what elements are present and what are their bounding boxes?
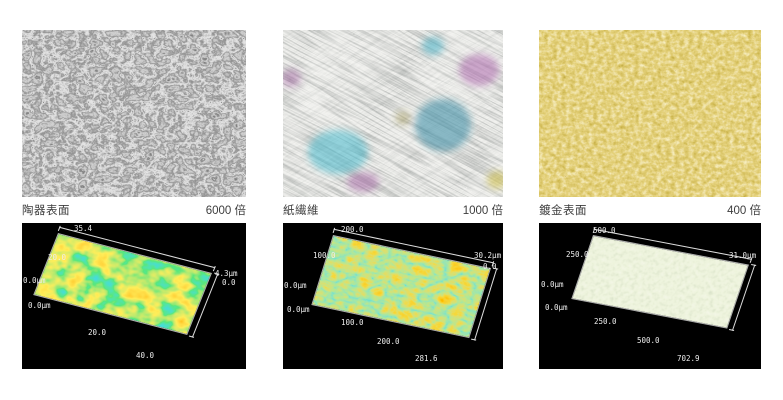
- plot-x-tick-2: 200.0: [377, 337, 400, 346]
- plot-x-zero-label: 0.0μm: [28, 301, 51, 310]
- plot-y-axis-label: 20.0: [48, 253, 67, 262]
- plot-x-tick-1: 20.0: [88, 328, 107, 337]
- plot-width-label: 35.4: [74, 224, 93, 233]
- surface-3d-ceramic-texture: [34, 234, 211, 334]
- surface-3d-paper-texture: [312, 236, 490, 337]
- gold-plating-micrograph-image: [539, 30, 761, 197]
- column-paper-fiber: 紙繊維 1000 倍: [283, 0, 503, 369]
- caption-label: 鍍金表面: [539, 205, 587, 217]
- caption-label: 紙繊維: [283, 205, 319, 217]
- surface-plot-panel-paper: 200.0 100.0 0.0μm 0.0μm 30.2μm 0.0 100.0…: [283, 223, 503, 369]
- paper-fiber-micrograph-image: [283, 30, 503, 197]
- surface-3d-gold-texture: [572, 236, 748, 328]
- plot-height-max-label: 4.3μm: [215, 269, 238, 278]
- plot-x-tick-3: 702.9: [677, 354, 700, 363]
- caption-ceramic: 陶器表面 6000 倍: [22, 197, 246, 223]
- magnification-value: 1000 倍: [462, 205, 503, 217]
- magnification-value: 400 倍: [727, 205, 761, 217]
- gold-plating-micrograph: [539, 30, 761, 197]
- plot-height-max-label: 31.0μm: [729, 251, 757, 260]
- surface-3d-ceramic: [33, 226, 219, 338]
- ceramic-micrograph-image: [22, 30, 246, 197]
- plot-x-tick-1: 250.0: [594, 317, 617, 326]
- column-gold-plating: 鍍金表面 400 倍: [539, 0, 761, 369]
- plot-width-label: 500.0: [593, 226, 616, 235]
- caption-gold-plating: 鍍金表面 400 倍: [539, 197, 761, 223]
- caption-paper-fiber: 紙繊維 1000 倍: [283, 197, 503, 223]
- plot-y-axis-label: 250.0: [566, 250, 589, 259]
- plot-y-zero-label: 0.0μm: [23, 276, 46, 285]
- column-ceramic: 陶器表面 6000 倍: [22, 0, 246, 369]
- plot-x-tick-2: 40.0: [136, 351, 155, 360]
- plot-height-max-label: 30.2μm: [474, 251, 502, 260]
- plot-x-tick-2: 500.0: [637, 336, 660, 345]
- plot-height-min-label: 0.0: [483, 262, 497, 271]
- plot-x-tick-3: 281.6: [415, 354, 438, 363]
- magnification-value: 6000 倍: [205, 205, 246, 217]
- ceramic-micrograph: [22, 30, 246, 197]
- plot-y-axis-label: 100.0: [313, 251, 336, 260]
- plot-height-min-label: 0.0: [222, 278, 236, 287]
- plot-width-label: 200.0: [341, 225, 364, 234]
- plot-x-tick-1: 100.0: [341, 318, 364, 327]
- surface-3d-gold: [571, 228, 756, 331]
- plot-x-zero-label: 0.0μm: [287, 305, 310, 314]
- caption-label: 陶器表面: [22, 205, 70, 217]
- surface-plot-panel-gold: 500.0 250.0 0.0μm 0.0μm 31.0μm 250.0 500…: [539, 223, 761, 369]
- surface-plot-panel-ceramic: 35.4 20.0 0.0μm 0.0μm 4.3μm 0.0 20.0 40.…: [22, 223, 246, 369]
- plot-y-zero-label: 0.0μm: [284, 281, 307, 290]
- plot-y-zero-label: 0.0μm: [541, 280, 564, 289]
- paper-fiber-micrograph: [283, 30, 503, 197]
- surface-3d-paper: [311, 228, 498, 341]
- plot-x-zero-label: 0.0μm: [545, 303, 568, 312]
